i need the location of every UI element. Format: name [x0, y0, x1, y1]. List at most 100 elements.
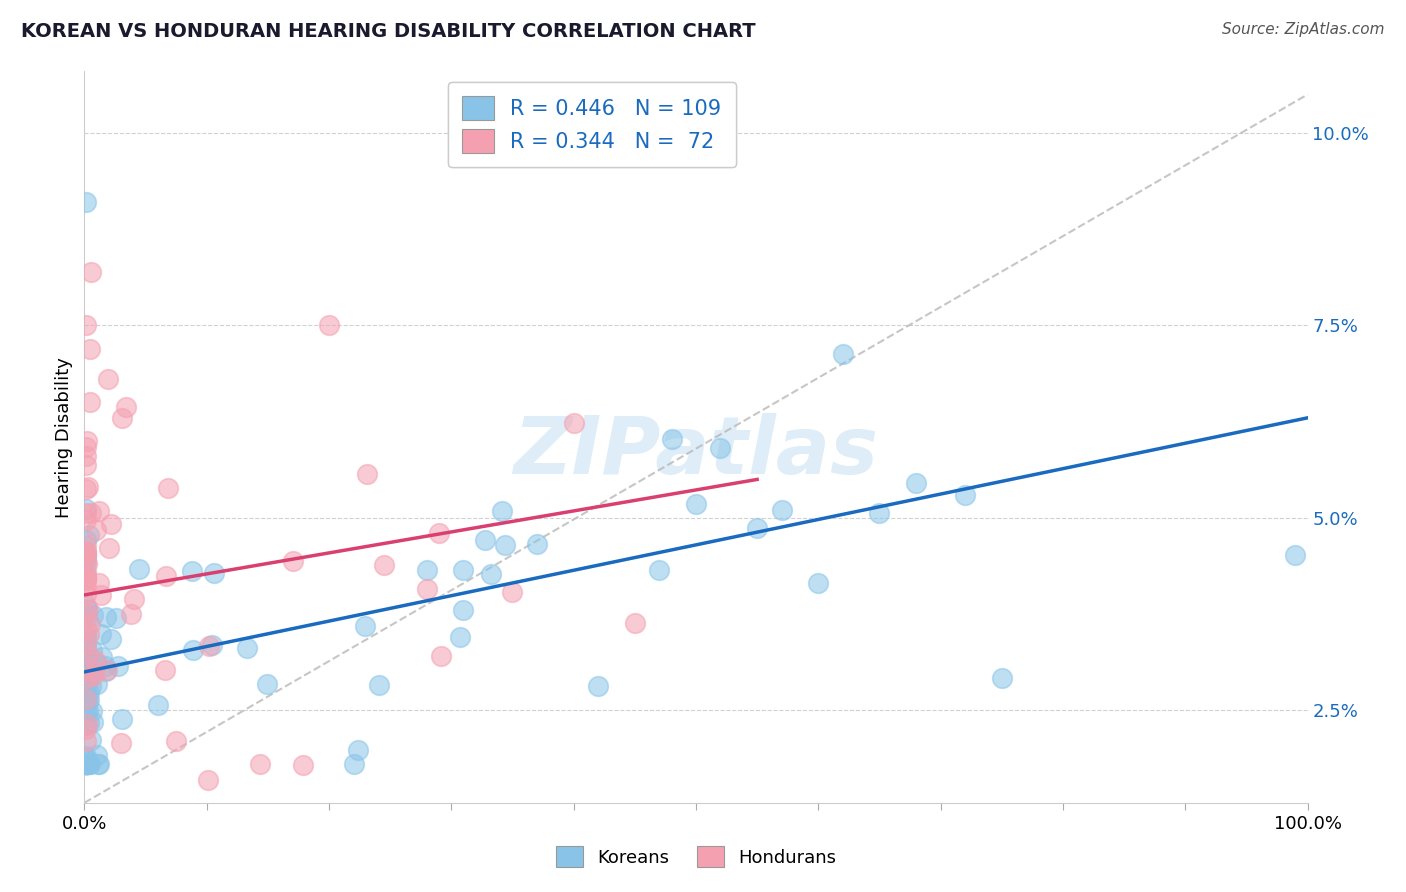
Y-axis label: Hearing Disability: Hearing Disability: [55, 357, 73, 517]
Hondurans: [110, 736, 132, 750]
Koreans: [451, 563, 474, 577]
Koreans: [807, 575, 830, 590]
Hondurans: [77, 480, 100, 494]
Koreans: [75, 757, 97, 772]
Koreans: [76, 651, 98, 665]
Hondurans: [75, 637, 97, 651]
Koreans: [75, 630, 97, 644]
Koreans: [494, 538, 516, 552]
Koreans: [180, 564, 202, 578]
Hondurans: [83, 653, 105, 667]
Hondurans: [153, 663, 176, 677]
Text: Source: ZipAtlas.com: Source: ZipAtlas.com: [1222, 22, 1385, 37]
Koreans: [75, 757, 97, 772]
Koreans: [75, 749, 97, 764]
Koreans: [449, 631, 471, 645]
Koreans: [94, 610, 117, 624]
Koreans: [107, 658, 129, 673]
Hondurans: [75, 573, 97, 587]
Hondurans: [75, 722, 97, 736]
Koreans: [75, 757, 97, 772]
Koreans: [368, 678, 391, 692]
Koreans: [75, 692, 97, 706]
Koreans: [75, 690, 97, 705]
Koreans: [77, 757, 100, 772]
Koreans: [75, 195, 97, 210]
Hondurans: [75, 540, 97, 554]
Koreans: [479, 566, 502, 581]
Hondurans: [75, 513, 97, 527]
Koreans: [79, 757, 101, 772]
Hondurans: [75, 733, 97, 747]
Koreans: [100, 632, 122, 646]
Hondurans: [427, 525, 450, 540]
Hondurans: [75, 607, 97, 621]
Koreans: [491, 504, 513, 518]
Koreans: [79, 716, 101, 731]
Koreans: [86, 748, 108, 763]
Koreans: [76, 610, 98, 624]
Koreans: [87, 757, 110, 772]
Koreans: [75, 704, 97, 718]
Hondurans: [75, 440, 97, 454]
Hondurans: [318, 318, 340, 332]
Hondurans: [75, 552, 97, 566]
Koreans: [75, 641, 97, 656]
Hondurans: [96, 663, 118, 677]
Koreans: [80, 705, 103, 719]
Koreans: [75, 533, 97, 548]
Hondurans: [111, 410, 134, 425]
Koreans: [991, 671, 1014, 685]
Koreans: [75, 687, 97, 701]
Koreans: [526, 537, 548, 551]
Hondurans: [416, 582, 439, 596]
Koreans: [94, 659, 117, 673]
Hondurans: [76, 716, 98, 731]
Hondurans: [97, 541, 120, 556]
Hondurans: [75, 450, 97, 464]
Koreans: [202, 566, 225, 581]
Koreans: [75, 718, 97, 732]
Hondurans: [75, 546, 97, 560]
Hondurans: [75, 565, 97, 579]
Hondurans: [502, 585, 524, 599]
Koreans: [648, 563, 671, 577]
Koreans: [80, 733, 103, 747]
Hondurans: [198, 639, 221, 653]
Koreans: [747, 521, 769, 535]
Koreans: [75, 757, 97, 772]
Hondurans: [79, 616, 101, 631]
Koreans: [82, 715, 104, 730]
Koreans: [75, 502, 97, 516]
Hondurans: [75, 587, 97, 601]
Hondurans: [165, 734, 187, 748]
Legend: Koreans, Hondurans: Koreans, Hondurans: [548, 839, 844, 874]
Koreans: [75, 752, 97, 766]
Koreans: [75, 637, 97, 651]
Koreans: [76, 757, 98, 772]
Koreans: [80, 680, 103, 694]
Hondurans: [100, 517, 122, 532]
Hondurans: [83, 665, 105, 679]
Koreans: [105, 610, 128, 624]
Hondurans: [156, 481, 179, 495]
Hondurans: [90, 588, 112, 602]
Koreans: [75, 657, 97, 671]
Hondurans: [97, 372, 120, 386]
Hondurans: [86, 524, 108, 538]
Koreans: [75, 757, 97, 772]
Koreans: [75, 681, 97, 696]
Hondurans: [75, 692, 97, 706]
Koreans: [76, 757, 98, 772]
Koreans: [181, 643, 204, 657]
Koreans: [75, 549, 97, 563]
Koreans: [905, 475, 928, 490]
Koreans: [94, 665, 117, 679]
Hondurans: [80, 506, 103, 520]
Hondurans: [79, 627, 101, 641]
Koreans: [86, 677, 108, 691]
Hondurans: [75, 318, 97, 333]
Hondurans: [562, 416, 585, 430]
Koreans: [79, 669, 101, 683]
Koreans: [770, 503, 793, 517]
